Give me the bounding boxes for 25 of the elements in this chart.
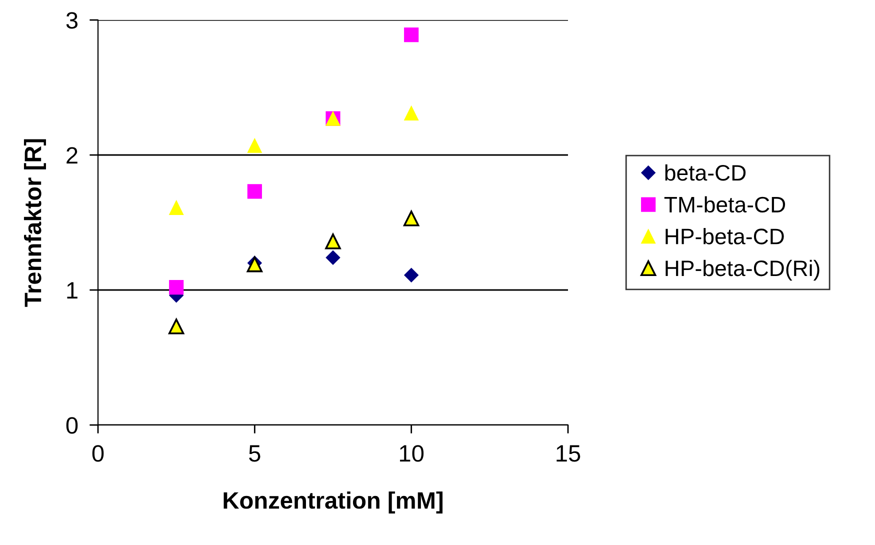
legend-label: HP-beta-CD: [666, 228, 784, 244]
y-tick-label: 1: [67, 282, 78, 299]
legend-label: beta-CD: [665, 164, 746, 181]
y-tick-label: 0: [66, 417, 78, 434]
point: [404, 268, 419, 282]
point: [247, 138, 262, 153]
point: [403, 210, 420, 226]
x-tick-label: 5: [249, 445, 260, 462]
x-axis-title: Konzentration [mM]: [224, 491, 443, 514]
y-tick-label: 3: [66, 12, 78, 29]
point: [169, 280, 184, 295]
point: [168, 318, 184, 334]
point: [325, 234, 341, 250]
x-tick-label: 0: [92, 445, 104, 462]
legend-label: HP-beta-CD(Ri): [666, 260, 820, 281]
point: [169, 200, 184, 215]
x-tick-label: 15: [556, 445, 580, 462]
legend-label: TM-beta-CD: [664, 196, 786, 213]
y-tick-label: 2: [66, 147, 78, 164]
point: [247, 184, 262, 199]
point: [404, 28, 419, 42]
point: [404, 106, 419, 120]
y-axis-title: Trennfaktor [R]: [24, 139, 46, 307]
point: [326, 250, 340, 265]
x-tick-label: 10: [400, 445, 424, 462]
